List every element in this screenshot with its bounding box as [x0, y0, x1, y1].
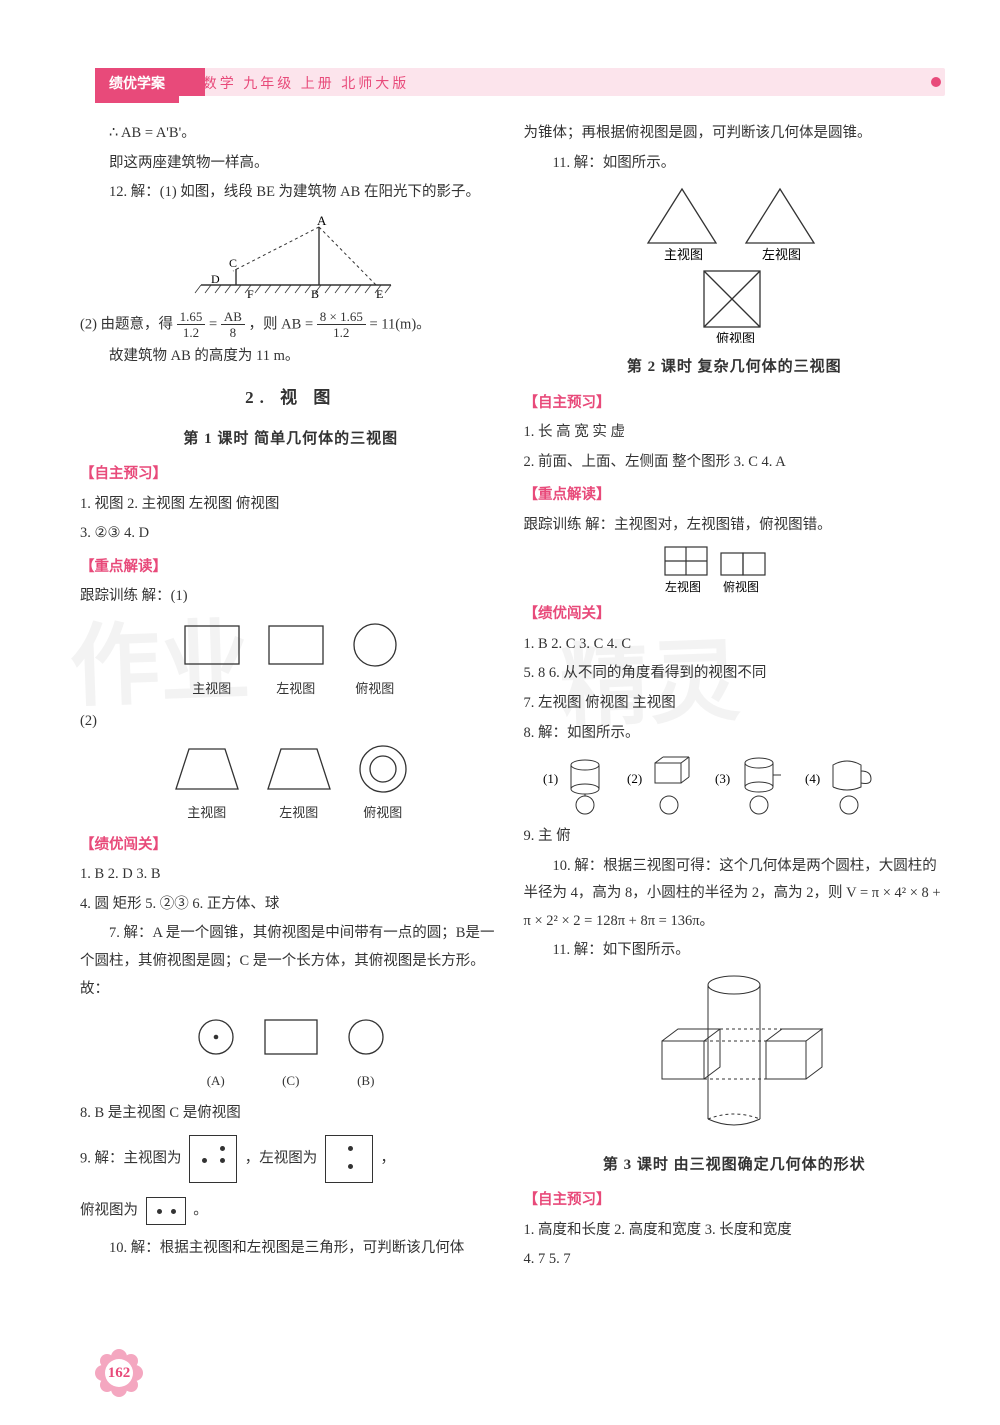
- svg-text:(2): (2): [627, 771, 642, 786]
- header-dot-icon: [931, 77, 941, 87]
- label-B: B: [311, 287, 319, 301]
- answer-line: 1. B 2. C 3. C 4. C: [524, 631, 946, 659]
- svg-text:(4): (4): [805, 771, 820, 786]
- fig-label: (C): [264, 1069, 318, 1094]
- answer-line: 1. 高度和长度 2. 高度和宽度 3. 长度和宽度: [524, 1217, 946, 1245]
- answer-line-q9b: 俯视图为 。: [80, 1197, 502, 1225]
- svg-text:左视图: 左视图: [665, 579, 701, 594]
- header-tab: 绩优学案: [95, 68, 179, 103]
- dot-grid-left: [325, 1135, 373, 1183]
- header-bar: 绩优学案 数学 九年级 上册 北师大版: [95, 68, 945, 96]
- answer-line: (2): [80, 708, 502, 736]
- answer-line: 1. B 2. D 3. B: [80, 861, 502, 889]
- svg-text:左视图: 左视图: [762, 247, 801, 262]
- tag-preview: 【自主预习】: [524, 1187, 946, 1215]
- view-label: 主视图: [175, 801, 239, 826]
- svg-text:(3): (3): [715, 771, 730, 786]
- view-label: 俯视图: [359, 801, 407, 826]
- text-line: 即这两座建筑物一样高。: [80, 150, 502, 178]
- lesson-title: 第 2 课时 复杂几何体的三视图: [524, 353, 946, 382]
- svg-text:主视图: 主视图: [664, 247, 703, 262]
- left-column: ∴ AB = A'B'。 即这两座建筑物一样高。 12. 解：(1) 如图，线段…: [80, 120, 502, 1355]
- answer-line: 跟踪训练 解：(1): [80, 583, 502, 611]
- answer-line: 1. 视图 2. 主视图 左视图 俯视图: [80, 491, 502, 519]
- figure-q12: A C D: [80, 213, 502, 303]
- answer-line: 2. 前面、上面、左侧面 整个图形 3. C 4. A: [524, 449, 946, 477]
- view-label: 左视图: [268, 677, 324, 702]
- figure-views-1: 主视图 左视图 俯视图: [80, 617, 502, 702]
- answer-line: 9. 主 俯: [524, 823, 946, 851]
- page-number: 162: [108, 1359, 131, 1388]
- lesson-title: 第 3 课时 由三视图确定几何体的形状: [524, 1151, 946, 1180]
- text-line: 11. 解：如图所示。: [524, 150, 946, 178]
- svg-text:(1): (1): [543, 771, 558, 786]
- label-E: E: [376, 287, 383, 301]
- answer-line: 4. 7 5. 7: [524, 1246, 946, 1274]
- answer-line: 5. 8 6. 从不同的角度看得到的视图不同: [524, 660, 946, 688]
- view-label: 俯视图: [352, 677, 398, 702]
- figure-q8: (1) (2) (3) (4): [524, 753, 946, 817]
- lesson-title: 第 1 课时 简单几何体的三视图: [80, 425, 502, 454]
- fig-label: (B): [346, 1069, 386, 1094]
- answer-line-q9: 9. 解：主视图为 ，左视图为 ，: [80, 1135, 502, 1183]
- answer-line: 10. 解：根据主视图和左视图是三角形，可判断该几何体: [80, 1235, 502, 1263]
- dot-grid-top: [146, 1197, 186, 1225]
- figure-q11: 主视图 左视图 俯视图: [524, 183, 946, 343]
- view-label: 主视图: [184, 677, 240, 702]
- answer-line: 跟踪训练 解：主视图对，左视图错，俯视图错。: [524, 512, 946, 540]
- tag-pass: 【绩优闯关】: [80, 832, 502, 860]
- svg-text:俯视图: 俯视图: [716, 331, 755, 343]
- figure-q11b: [524, 971, 946, 1141]
- label-A: A: [317, 213, 327, 228]
- tag-focus: 【重点解读】: [524, 482, 946, 510]
- right-column: 为锥体；再根据俯视图是圆，可判断该几何体是圆锥。 11. 解：如图所示。 主视图…: [524, 120, 946, 1355]
- svg-text:俯视图: 俯视图: [723, 579, 759, 594]
- tag-preview: 【自主预习】: [524, 390, 946, 418]
- answer-line: 3. ②③ 4. D: [80, 520, 502, 548]
- text-line-eq: (2) 由题意，得 1.651.2 = AB8 ，则 AB = 8 × 1.65…: [80, 309, 502, 341]
- content-area: ∴ AB = A'B'。 即这两座建筑物一样高。 12. 解：(1) 如图，线段…: [80, 120, 945, 1355]
- answer-line: 10. 解：根据三视图可得：这个几何体是两个圆柱，大圆柱的半径为 4，高为 8，…: [524, 853, 946, 936]
- text-line: ∴ AB = A'B'。: [80, 120, 502, 148]
- header-subtitle: 数学 九年级 上册 北师大版: [183, 68, 410, 103]
- answer-line: 1. 长 高 宽 实 虚: [524, 419, 946, 447]
- answer-line: 8. 解：如图所示。: [524, 720, 946, 748]
- answer-line: 7. 解：A 是一个圆锥，其俯视图是中间带有一点的圆；B是一个圆柱，其俯视图是圆…: [80, 920, 502, 1003]
- answer-line: 4. 圆 矩形 5. ②③ 6. 正方体、球: [80, 891, 502, 919]
- label-F: F: [247, 287, 254, 301]
- text-line: 12. 解：(1) 如图，线段 BE 为建筑物 AB 在阳光下的影子。: [80, 179, 502, 207]
- answer-line: 7. 左视图 俯视图 主视图: [524, 690, 946, 718]
- dot-grid-front: [189, 1135, 237, 1183]
- figure-views-2: 主视图 左视图 俯视图: [80, 741, 502, 826]
- figure-track-views: 左视图 俯视图: [524, 545, 946, 595]
- view-label: 左视图: [267, 801, 331, 826]
- label-C: C: [229, 256, 237, 270]
- label-D: D: [211, 272, 220, 286]
- page-number-badge: 162: [95, 1349, 143, 1397]
- section-title: 2. 视 图: [80, 382, 502, 414]
- answer-line: 11. 解：如下图所示。: [524, 937, 946, 965]
- text-line: 故建筑物 AB 的高度为 11 m。: [80, 343, 502, 371]
- text-line: 为锥体；再根据俯视图是圆，可判断该几何体是圆锥。: [524, 120, 946, 148]
- figure-q7: (A) (C) (B): [80, 1009, 502, 1094]
- tag-preview: 【自主预习】: [80, 461, 502, 489]
- tag-pass: 【绩优闯关】: [524, 601, 946, 629]
- fig-label: (A): [196, 1069, 236, 1094]
- answer-line: 8. B 是主视图 C 是俯视图: [80, 1100, 502, 1128]
- tag-focus: 【重点解读】: [80, 554, 502, 582]
